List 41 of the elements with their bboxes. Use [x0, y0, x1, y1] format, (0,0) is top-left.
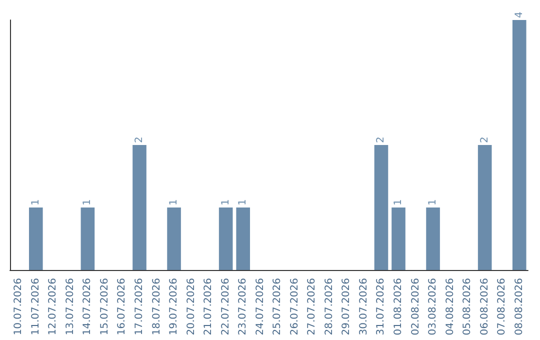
- x-tick-label: 02.08.2026: [410, 278, 422, 336]
- data-label: 1: [168, 199, 180, 206]
- x-tick-label: 28.07.2026: [324, 278, 335, 336]
- x-tick-label: 22.07.2026: [220, 278, 232, 336]
- x-tick-label: 07.08.2026: [496, 278, 508, 336]
- data-label: 2: [376, 136, 387, 143]
- data-label: 1: [428, 199, 439, 206]
- x-tick-label: 23.07.2026: [238, 278, 249, 336]
- x-tick-label: 18.07.2026: [151, 278, 162, 336]
- data-label: 2: [479, 136, 490, 143]
- data-label: 1: [238, 199, 249, 206]
- x-tick-label: 25.07.2026: [272, 278, 284, 336]
- x-tick-label: 08.08.2026: [514, 278, 525, 336]
- data-label: 2: [134, 136, 145, 143]
- x-tick-label: 15.07.2026: [99, 278, 110, 336]
- x-tick-label: 10.07.2026: [13, 278, 24, 336]
- x-tick-label: 11.07.2026: [30, 278, 42, 336]
- x-tick-label: 01.08.2026: [393, 278, 404, 336]
- x-tick-label: 24.07.2026: [254, 278, 266, 336]
- x-tick-label: 05.08.2026: [462, 278, 474, 336]
- x-tick-label: 31.07.2026: [376, 278, 387, 336]
- data-label: 1: [220, 199, 232, 206]
- data-label: 1: [30, 199, 42, 206]
- x-tick-label: 20.07.2026: [186, 278, 197, 336]
- x-tick-label: 04.08.2026: [444, 278, 456, 336]
- x-tick-label: 06.08.2026: [479, 278, 490, 336]
- x-tick-label: 13.07.2026: [64, 278, 76, 336]
- x-tick-label: 26.07.2026: [289, 278, 300, 336]
- x-tick-label: 27.07.2026: [306, 278, 318, 336]
- data-label: 1: [393, 199, 404, 206]
- x-tick-label: 16.07.2026: [116, 278, 128, 336]
- data-label: 4: [514, 12, 525, 18]
- x-tick-label: 21.07.2026: [203, 278, 214, 336]
- x-tick-label: 14.07.2026: [82, 278, 94, 336]
- x-tick-label: 30.07.2026: [358, 278, 370, 336]
- x-tick-label: 17.07.2026: [134, 278, 145, 336]
- data-label: 1: [82, 199, 94, 206]
- x-tick-label: 12.07.2026: [48, 278, 59, 336]
- x-tick-label: 29.07.2026: [341, 278, 352, 336]
- x-tick-label: 03.08.2026: [428, 278, 439, 336]
- x-tick-label: 19.07.2026: [168, 278, 180, 336]
